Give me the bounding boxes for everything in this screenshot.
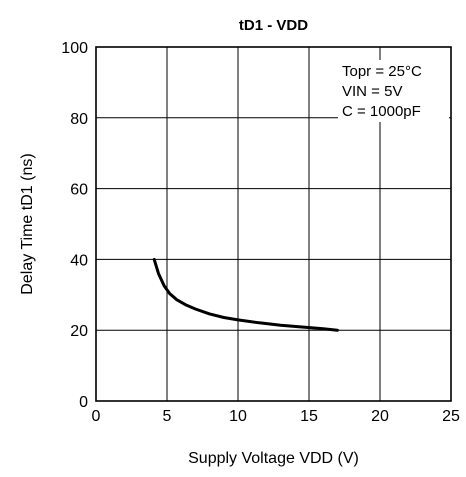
plot-frame [95,46,452,402]
y-axis-title: Delay Time tD1 (ns) [19,153,36,294]
x-tick-labels: 0 5 10 15 20 25 [92,408,460,425]
y-tick-label: 0 [79,394,88,411]
y-tick-label: 100 [61,40,88,57]
series-line [152,257,339,332]
y-tick-label: 60 [70,182,88,199]
y-tick-labels: 0 20 40 60 80 100 [61,40,88,411]
y-tick-label: 40 [70,252,88,269]
x-tick-label: 10 [229,408,247,425]
x-tick-label: 25 [442,408,460,425]
y-tick-label: 80 [70,111,88,128]
annotation-text: Topr = 25°C [342,63,422,80]
x-tick-label: 5 [163,408,172,425]
y-tick-label: 20 [70,323,88,340]
annotation-text: C = 1000pF [342,103,421,120]
x-tick-label: 20 [371,408,389,425]
annotation-box [338,60,449,122]
annotations: Topr = 25°C VIN = 5V C = 1000pF [342,63,422,120]
chart-title: tD1 - VDD [239,17,308,34]
x-tick-label: 0 [92,408,101,425]
x-axis-title: Supply Voltage VDD (V) [188,450,359,467]
annotation-text: VIN = 5V [342,83,402,100]
x-tick-label: 15 [300,408,318,425]
